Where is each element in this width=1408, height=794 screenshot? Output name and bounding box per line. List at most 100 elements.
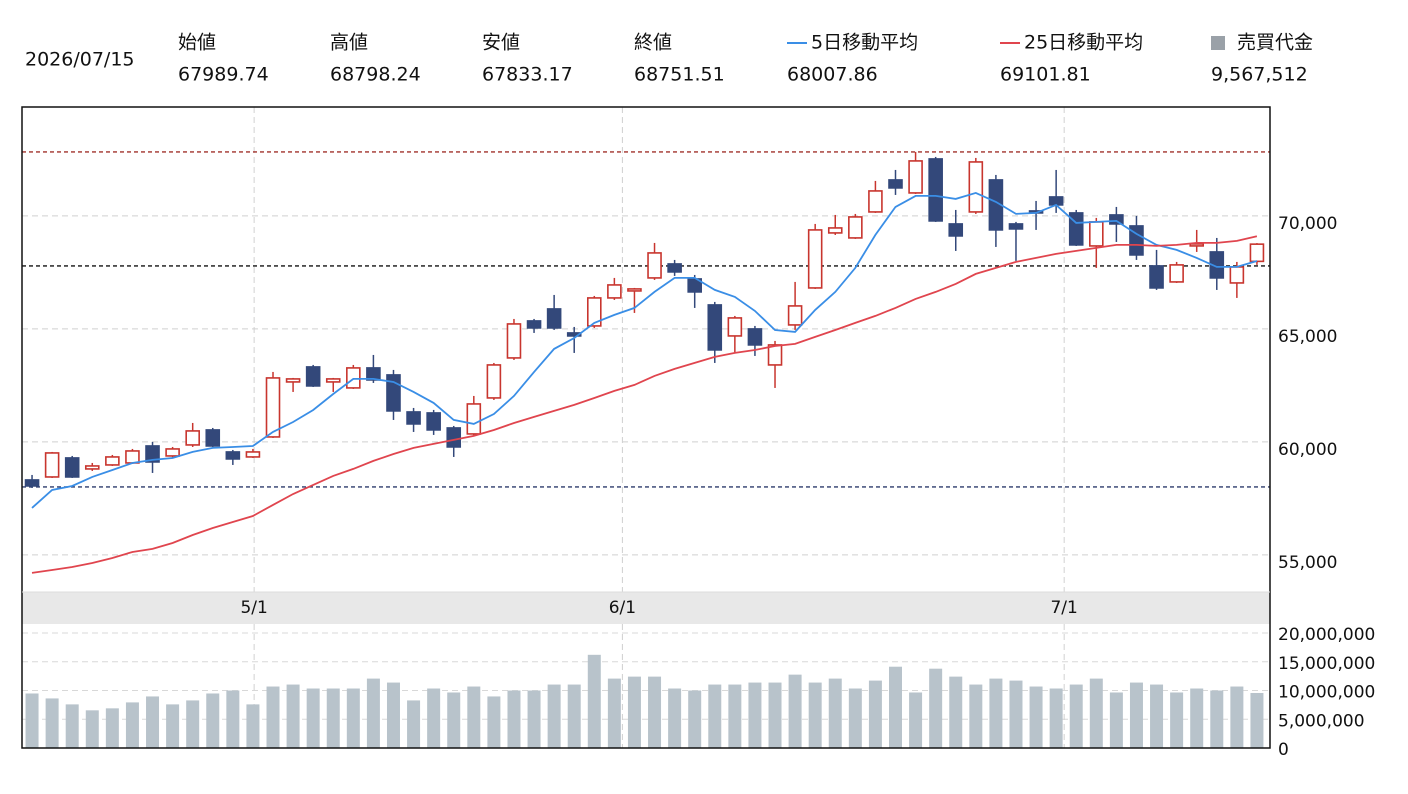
plot-frame — [21, 106, 1271, 749]
volume-bar — [909, 692, 923, 748]
candle-body — [767, 344, 783, 366]
y-tick-label: 55,000 — [1278, 553, 1337, 573]
volume-bar — [65, 704, 79, 748]
candle-body — [426, 412, 441, 431]
volume-bar — [627, 676, 641, 748]
y-tick-label: 65,000 — [1278, 327, 1337, 347]
candle-body — [466, 403, 482, 435]
candle-body — [1189, 243, 1205, 247]
volume-tick-label: 5,000,000 — [1278, 711, 1365, 731]
volume-bar — [125, 702, 139, 748]
volume-tick-label: 0 — [1278, 740, 1289, 760]
summary-value: 67833.17 — [482, 64, 573, 86]
volume-bar — [547, 684, 561, 748]
candle-body — [486, 364, 502, 399]
volume-bar — [768, 682, 782, 748]
x-tick-label: 7/1 — [1050, 598, 1077, 618]
summary-label: 終値 — [634, 32, 672, 54]
legend-label: 25日移動平均 — [1024, 32, 1143, 54]
candle-body — [265, 377, 281, 438]
volume-bar — [688, 690, 702, 748]
candle-body — [1249, 243, 1265, 263]
volume-bar — [1250, 692, 1264, 748]
candle-body — [747, 328, 763, 346]
volume-bar — [648, 676, 662, 748]
candle-body — [948, 223, 964, 237]
x-tick-label: 6/1 — [609, 598, 636, 618]
candle-body — [1229, 266, 1245, 284]
candle-body — [406, 411, 421, 425]
volume-bar — [507, 690, 521, 748]
y-tick-label: 70,000 — [1278, 214, 1337, 234]
legend-label: 売買代金 — [1237, 32, 1313, 54]
summary-label: 始値 — [178, 32, 216, 54]
legend-value: 68007.86 — [787, 64, 878, 86]
candle-body — [325, 378, 341, 383]
candle-body — [44, 452, 60, 478]
candle-body — [1109, 214, 1124, 225]
volume-bar — [1210, 690, 1224, 748]
volume-bar — [166, 704, 180, 748]
moving-average-line — [31, 191, 1258, 509]
volume-bar — [25, 693, 39, 748]
candle-body — [366, 367, 381, 381]
volume-bar — [45, 698, 59, 748]
y-tick-label: 60,000 — [1278, 440, 1337, 460]
volume-bar — [366, 678, 380, 748]
candle-body — [506, 323, 522, 359]
volume-bar — [888, 666, 902, 748]
volume-bar — [85, 710, 99, 748]
candle-body — [1129, 225, 1144, 256]
moving-average-line — [31, 235, 1258, 574]
summary-label: 高値 — [330, 32, 368, 54]
volume-tick-label: 15,000,000 — [1278, 654, 1375, 674]
candle-body — [827, 227, 843, 234]
summary-value: 68798.24 — [330, 64, 421, 86]
candle-body — [245, 451, 261, 458]
volume-bar — [286, 684, 300, 748]
volume-bar — [989, 678, 1003, 748]
candle-body — [185, 430, 200, 446]
x-tick-label: 5/1 — [240, 598, 267, 618]
candle-body — [1169, 264, 1184, 283]
volume-bar — [326, 688, 340, 748]
volume-bar — [407, 700, 421, 748]
volume-bar — [1190, 688, 1204, 748]
candle-body — [707, 304, 723, 351]
candle-body — [607, 284, 622, 299]
volume-bar — [1009, 680, 1023, 748]
candle-body — [667, 263, 682, 273]
volume-bar — [828, 678, 842, 748]
candle-body — [84, 465, 100, 470]
volume-bar — [748, 682, 762, 748]
candle-body — [1149, 265, 1164, 289]
candle-body — [868, 190, 883, 213]
candle-body — [346, 367, 361, 389]
summary-value: 67989.74 — [178, 64, 269, 86]
candle-body — [848, 216, 863, 239]
candle-body — [105, 456, 120, 466]
volume-bar — [848, 688, 862, 748]
volume-bar — [1089, 678, 1103, 748]
legend-swatch — [1211, 36, 1225, 50]
volume-bar — [206, 693, 220, 748]
candle-body — [566, 332, 582, 337]
candle-body — [586, 297, 602, 327]
summary-value: 68751.51 — [634, 64, 725, 86]
candle-body — [968, 161, 984, 213]
volume-bar — [1170, 692, 1184, 748]
legend-value: 69101.81 — [1000, 64, 1091, 86]
volume-bar — [587, 654, 601, 748]
volume-bar — [868, 680, 882, 748]
volume-tick-label: 20,000,000 — [1278, 625, 1375, 645]
volume-bar — [226, 690, 240, 748]
candle-body — [526, 320, 542, 329]
candle-body — [1089, 221, 1104, 247]
volume-bar — [346, 688, 360, 748]
candle-body — [807, 229, 823, 289]
legend-value: 9,567,512 — [1211, 64, 1308, 86]
candle-body — [24, 479, 40, 487]
candle-body — [928, 158, 943, 222]
volume-bar — [1129, 682, 1143, 748]
volume-bar — [427, 688, 441, 748]
